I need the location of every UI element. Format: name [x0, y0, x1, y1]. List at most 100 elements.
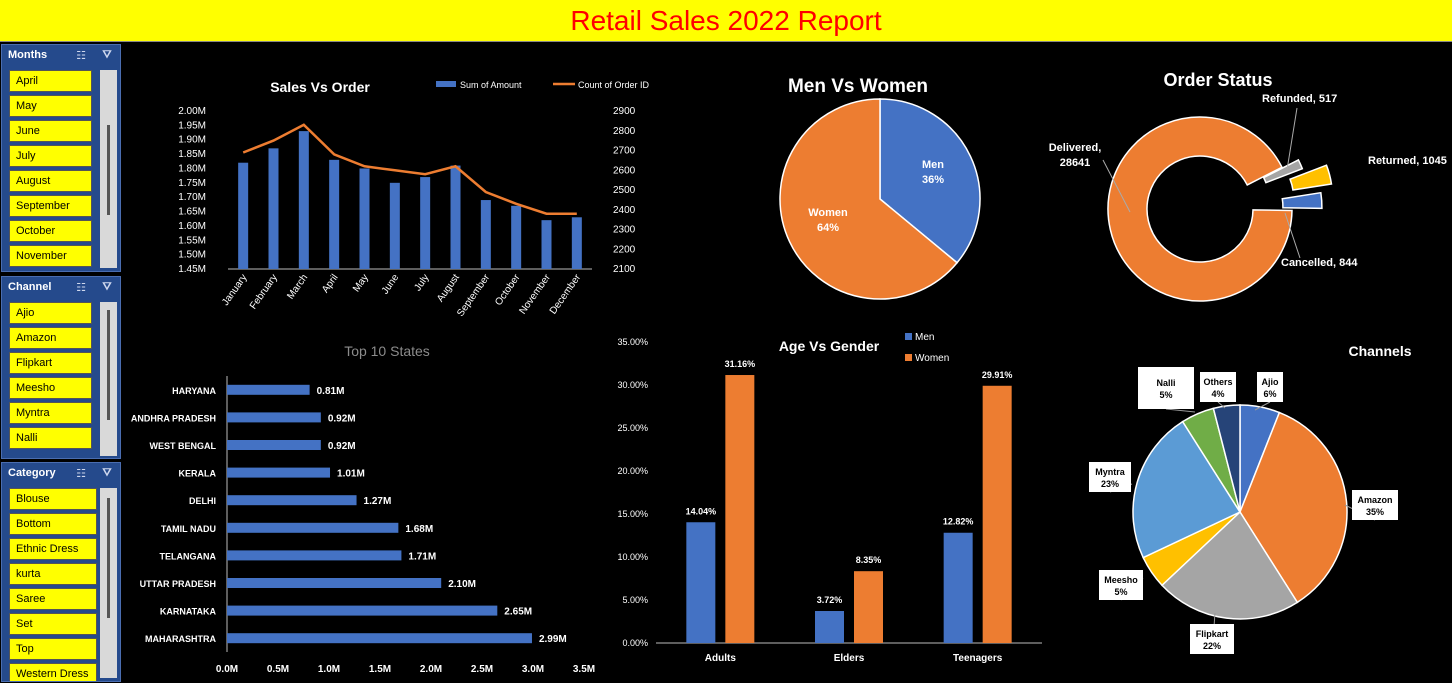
multi-select-icon[interactable]: ☷ [76, 281, 86, 294]
legend-swatch-sum-of-amount [436, 81, 456, 87]
x-tick-label: 0.5M [267, 664, 289, 675]
leader-line [1165, 408, 1196, 413]
pie-slice-men [879, 98, 981, 264]
bar-sum-of-amount [268, 148, 279, 269]
data-label-box [1099, 570, 1143, 600]
bar-karnataka [227, 605, 498, 616]
bar-women-adults [725, 375, 755, 643]
data-label-box [1257, 372, 1283, 402]
slice-label: Delivered, [1049, 142, 1102, 154]
data-label: 2.99M [539, 634, 567, 645]
y-tick-label: 5.00% [622, 595, 648, 605]
multi-select-icon[interactable]: ☷ [76, 49, 86, 62]
y-tick-label: MAHARASHTRA [145, 634, 216, 644]
slicer-item-top[interactable]: Top [9, 638, 97, 660]
x-tick-label: Adults [705, 653, 737, 664]
top-10-states-chart: Top 10 States 0.0M 0.5M 1.0M 1.5M 2.0M 2.5M 3.0… [131, 343, 595, 675]
clear-filter-icon[interactable]: ⛛ [102, 466, 112, 479]
chart-title: Age Vs Gender [779, 338, 880, 354]
clear-filter-icon[interactable]: ⛛ [102, 48, 112, 61]
slice-label: 23% [1101, 479, 1119, 489]
slicer-item-april[interactable]: April [9, 70, 92, 92]
slicer-item-ethnic-dress[interactable]: Ethnic Dress [9, 538, 97, 560]
category-slicer: Category ☷ ⛛ Blouse Bottom Ethnic Dress … [1, 462, 121, 682]
bar-west-bengal [227, 440, 321, 450]
x-tick-label: December [548, 272, 584, 317]
slicer-item-kurta[interactable]: kurta [9, 563, 97, 585]
y-left-tick-label: 1.45M [178, 264, 206, 275]
slicer-item-july[interactable]: July [9, 145, 92, 167]
x-tick-label: 3.0M [522, 664, 544, 675]
slice-label: Cancelled, 844 [1281, 257, 1358, 269]
category-scrollbar[interactable] [100, 488, 117, 678]
chart-title: Sales Vs Order [270, 79, 370, 95]
order-status-chart: Order Status Delivered, 28641 Refunded, 517… [1049, 70, 1447, 302]
slicer-item-myntra[interactable]: Myntra [9, 402, 92, 424]
slicer-item-meesho[interactable]: Meesho [9, 377, 92, 399]
y-tick-label: 15.00% [617, 509, 648, 519]
slicer-item-bottom[interactable]: Bottom [9, 513, 97, 535]
slice-label: Men [922, 159, 944, 171]
age-vs-gender-chart: Age Vs Gender 35.00% 30.00% 25.00% 20.00% 15.… [617, 332, 1042, 664]
slicer-item-saree[interactable]: Saree [9, 588, 97, 610]
x-tick-label: April [320, 272, 340, 295]
category-scrollbar-thumb[interactable] [107, 498, 110, 618]
bar-haryana [227, 384, 310, 395]
slicer-item-blouse[interactable]: Blouse [9, 488, 97, 510]
y-left-tick-label: 1.65M [178, 207, 206, 218]
y-left-tick-label: 1.95M [178, 120, 206, 131]
y-tick-label: 30.00% [617, 380, 648, 390]
doughnut-slice-refunded [1262, 158, 1304, 184]
bar-telangana [227, 550, 402, 561]
slice-label: Flipkart [1196, 629, 1229, 639]
y-tick-label: 10.00% [617, 552, 648, 562]
bar-andhra-pradesh [227, 412, 321, 423]
multi-select-icon[interactable]: ☷ [76, 467, 86, 480]
x-tick-label: 0.0M [216, 664, 238, 675]
y-right-tick-label: 2700 [613, 146, 636, 157]
slicer-item-nalli[interactable]: Nalli [9, 427, 92, 449]
slicer-item-august[interactable]: August [9, 170, 92, 192]
slicer-item-may[interactable]: May [9, 95, 92, 117]
x-tick-label: 3.5M [573, 664, 595, 675]
data-label: 31.16% [725, 359, 756, 369]
x-tick-label: October [493, 272, 523, 308]
bar-sum-of-amount [480, 200, 491, 269]
x-tick-label: January [220, 272, 249, 307]
bar-kerala [227, 467, 331, 478]
slicer-item-october[interactable]: October [9, 220, 92, 242]
bar-sum-of-amount [511, 205, 522, 269]
bar-sum-of-amount [541, 220, 552, 269]
data-label: 0.92M [328, 441, 356, 452]
slice-label: 35% [1366, 507, 1384, 517]
x-tick-label: August [435, 272, 462, 304]
slice-label: 4% [1211, 389, 1224, 399]
bar-sum-of-amount [359, 168, 370, 269]
months-scrollbar-thumb[interactable] [107, 125, 110, 215]
slicer-item-set[interactable]: Set [9, 613, 97, 635]
legend-swatch-women [905, 354, 912, 361]
slicer-item-september[interactable]: September [9, 195, 92, 217]
slicer-item-flipkart[interactable]: Flipkart [9, 352, 92, 374]
data-label: 8.35% [856, 555, 882, 565]
months-slicer-title: Months [8, 49, 48, 61]
slicer-item-ajio[interactable]: Ajio [9, 302, 92, 324]
chart-title: Channels [1348, 343, 1411, 359]
pie-slice-amazon [1239, 411, 1348, 604]
channel-slicer: Channel ☷ ⛛ Ajio Amazon Flipkart Meesho … [1, 276, 121, 459]
clear-filter-icon[interactable]: ⛛ [102, 280, 112, 293]
slicer-item-western-dress[interactable]: Western Dress [9, 663, 97, 681]
y-left-tick-label: 1.80M [178, 163, 206, 174]
slicer-item-amazon[interactable]: Amazon [9, 327, 92, 349]
months-scrollbar[interactable] [100, 70, 117, 268]
slice-label: Amazon [1357, 495, 1392, 505]
slicer-item-june[interactable]: June [9, 120, 92, 142]
slice-label: Meesho [1104, 575, 1138, 585]
chart-title: Top 10 States [344, 343, 430, 359]
y-tick-label: 20.00% [617, 466, 648, 476]
channel-scrollbar[interactable] [100, 302, 117, 456]
channel-scrollbar-thumb[interactable] [107, 310, 110, 420]
slicer-item-november[interactable]: November [9, 245, 92, 267]
leader-line [1254, 401, 1271, 411]
